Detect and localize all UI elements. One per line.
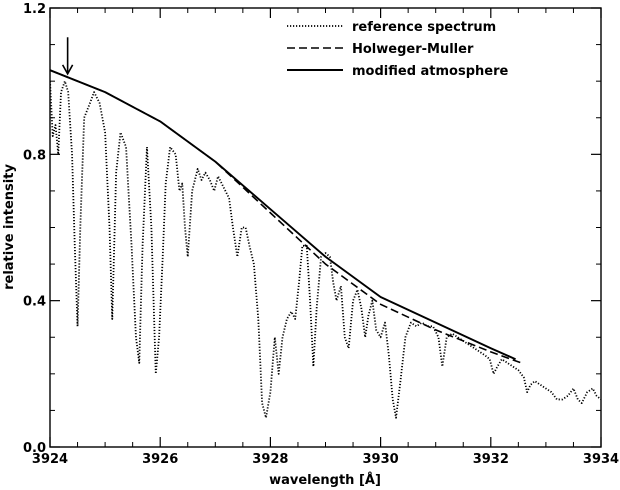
y-tick-label: 0.4 (23, 295, 46, 310)
y-tick-label: 0.0 (23, 441, 46, 456)
legend-label: reference spectrum (352, 20, 496, 35)
y-tick-label: 1.2 (23, 2, 46, 17)
series-line-reference-spectrum (50, 80, 601, 419)
arrow-head (61, 64, 74, 76)
y-axis-label: relative intensity (2, 164, 17, 290)
x-tick-label: 3930 (363, 452, 399, 467)
tick-labels: 3924 3926 3928 3930 3932 3934 0.0 0.4 0.8 1.2 (23, 2, 619, 467)
legend-label: modified atmosphere (352, 64, 509, 79)
series-layer (50, 69, 601, 419)
x-tick-label: 3926 (142, 452, 178, 467)
arrow-annotation (61, 37, 74, 76)
series-line-holweger-muller (50, 69, 522, 364)
x-tick-label: 3932 (473, 452, 509, 467)
y-tick-label: 0.8 (23, 148, 46, 163)
x-axis-label: wavelength [Å] (269, 472, 381, 488)
legend: reference spectrum Holweger-Muller modifie… (287, 20, 509, 79)
legend-label: Holweger-Muller (352, 42, 474, 57)
series-line-modified-atmosphere (50, 69, 516, 361)
x-tick-label: 3934 (583, 452, 619, 467)
plot-frame (49, 7, 602, 448)
x-tick-label: 3928 (252, 452, 288, 467)
x-tick-label: 3924 (32, 452, 68, 467)
axis-ticks (49, 7, 602, 448)
